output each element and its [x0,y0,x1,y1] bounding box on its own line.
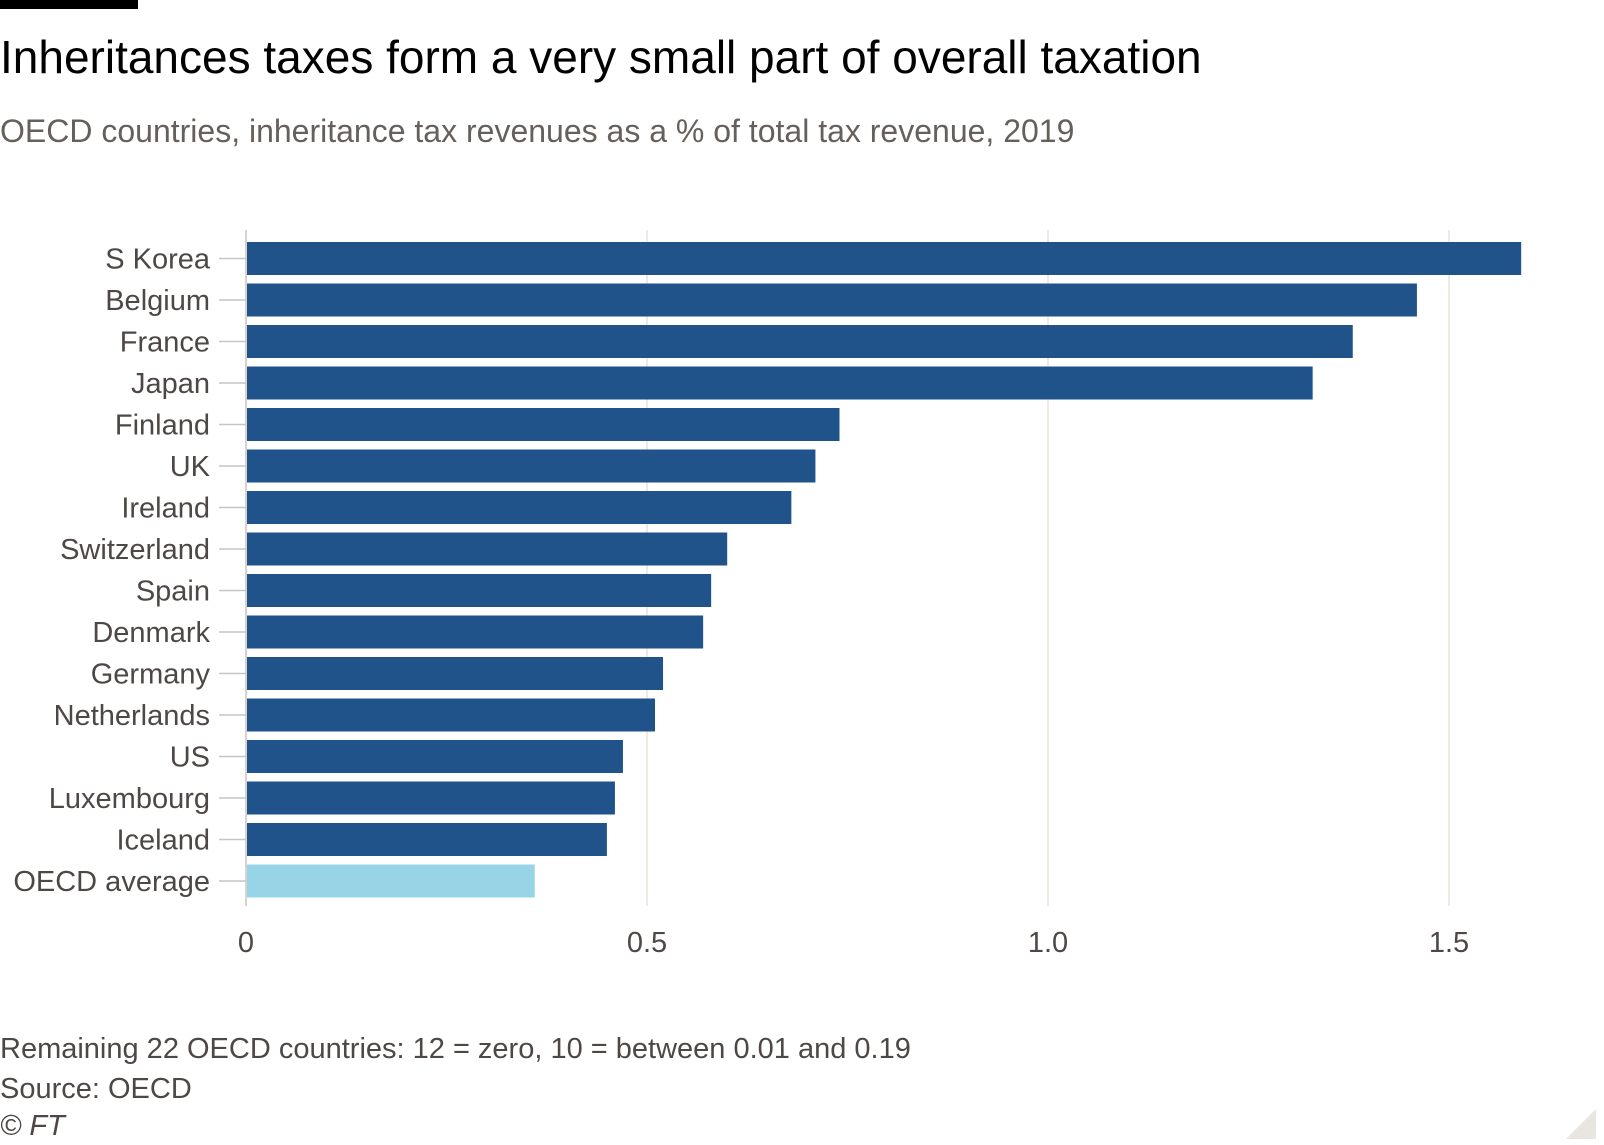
bar-luxembourg [247,781,615,815]
x-tick-label: 0 [238,927,254,959]
category-label: Finland [115,410,210,442]
x-tick-label: 0.5 [627,927,667,959]
category-label: Belgium [105,285,210,317]
category-label: Luxembourg [49,783,210,815]
bar-uk [247,449,816,483]
bar-switzerland [247,532,728,566]
corner-mark [1566,1109,1596,1139]
top-rule [0,0,138,9]
bar-japan [247,366,1313,400]
bar-finland [247,408,840,441]
bar-chart: S Korea Belgium France Japan Finland UK Irelan… [13,230,1522,959]
bar-germany [247,657,664,690]
x-tick-label: 1.5 [1429,927,1469,959]
category-label: S Korea [105,244,211,276]
chart-title: Inheritances taxes form a very small par… [0,31,1202,83]
bar-iceland [247,823,607,856]
category-label: Netherlands [54,700,210,732]
copyright: © FT [0,1110,65,1142]
bar-ireland [247,491,792,524]
category-label: Denmark [92,617,210,649]
bar-denmark [247,615,704,649]
category-label: Ireland [121,493,210,525]
bar-france [247,325,1353,358]
bar-oecd-average [247,864,535,898]
bar-netherlands [247,698,656,732]
bar-spain [247,574,712,607]
bar-belgium [247,283,1417,317]
category-label: UK [170,451,211,483]
source-note: Source: OECD [0,1073,192,1105]
x-tick-label: 1.0 [1028,927,1068,959]
category-label: Spain [136,576,210,608]
chart-subtitle: OECD countries, inheritance tax revenues… [0,113,1075,149]
category-label: Switzerland [60,534,210,566]
footnote: Remaining 22 OECD countries: 12 = zero, … [0,1033,911,1065]
category-label: France [120,327,210,359]
category-label: Germany [91,659,211,691]
category-label: Iceland [116,825,210,857]
category-label: US [170,742,210,774]
category-label: Japan [131,368,210,400]
bar-s-korea [247,242,1522,275]
bar-us [247,740,623,773]
category-label: OECD average [13,866,210,898]
